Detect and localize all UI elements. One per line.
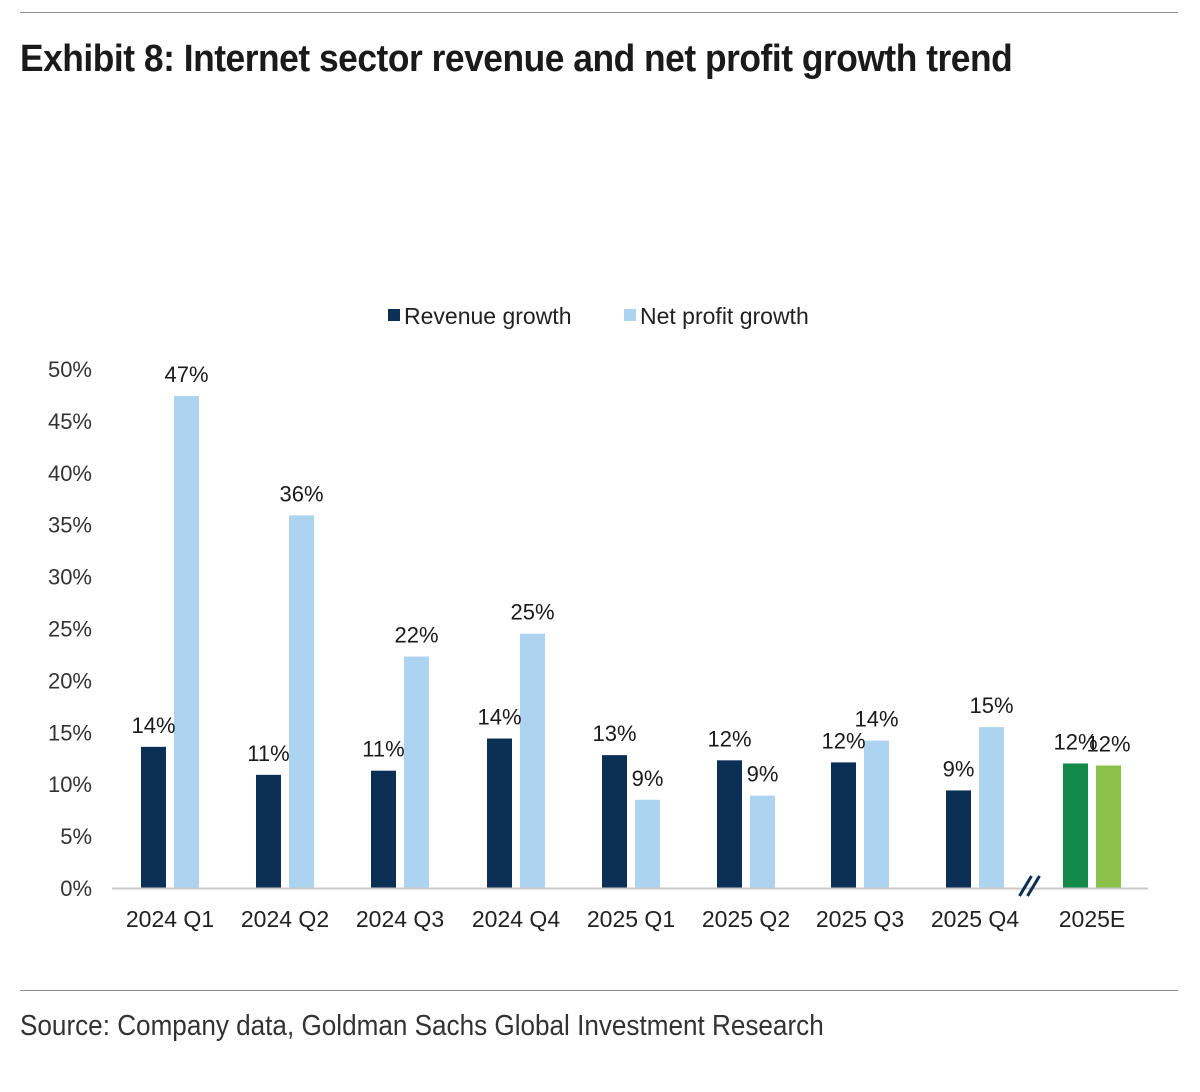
x-category-label: 2024 Q3 bbox=[356, 906, 444, 932]
net-profit-growth-bar bbox=[520, 633, 545, 888]
x-axis: 2024 Q1 2024 Q2 2024 Q3 2024 Q4 2025 Q1 2025 … bbox=[112, 875, 1148, 932]
y-axis: 0% 5% 10% 15% 20% 25% 30% 35% 40% 45% 50% bbox=[48, 357, 92, 901]
bottom-rule bbox=[20, 990, 1178, 991]
y-tick-label: 45% bbox=[48, 409, 92, 434]
y-tick-label: 20% bbox=[48, 668, 92, 693]
top-rule bbox=[20, 12, 1178, 13]
x-category-label: 2025E bbox=[1059, 906, 1126, 932]
net-profit-growth-label: 14% bbox=[854, 707, 898, 732]
x-category-label: 2024 Q2 bbox=[241, 906, 329, 932]
y-tick-label: 15% bbox=[48, 720, 92, 745]
net-profit-growth-bar bbox=[404, 656, 429, 888]
y-tick-label: 25% bbox=[48, 617, 92, 642]
revenue-growth-label: 14% bbox=[131, 713, 175, 738]
legend-revenue-growth-label: Revenue growth bbox=[404, 303, 572, 329]
revenue-growth-bar bbox=[1063, 763, 1088, 888]
bars bbox=[141, 395, 1121, 888]
y-tick-label: 50% bbox=[48, 357, 92, 382]
data-labels: 14%47%11%36%11%22%14%25%13%9%12%9%12%14%… bbox=[131, 362, 1130, 791]
net-profit-growth-label: 15% bbox=[969, 693, 1013, 718]
legend-net-profit-growth-label: Net profit growth bbox=[640, 303, 809, 329]
y-tick-label: 10% bbox=[48, 772, 92, 797]
revenue-growth-bar bbox=[487, 738, 512, 888]
revenue-growth-label: 11% bbox=[362, 737, 404, 762]
net-profit-growth-label: 12% bbox=[1086, 732, 1130, 757]
net-profit-growth-bar bbox=[979, 727, 1004, 888]
x-category-label: 2025 Q1 bbox=[587, 906, 675, 932]
x-category-label: 2025 Q4 bbox=[931, 906, 1019, 932]
revenue-growth-bar bbox=[141, 746, 166, 888]
net-profit-growth-label: 47% bbox=[164, 362, 208, 387]
revenue-growth-bar bbox=[946, 790, 971, 888]
revenue-growth-label: 14% bbox=[477, 705, 521, 730]
revenue-growth-label: 11% bbox=[247, 741, 289, 766]
net-profit-growth-label: 9% bbox=[747, 762, 779, 787]
chart-title: Exhibit 8: Internet sector revenue and n… bbox=[20, 38, 1013, 80]
revenue-growth-label: 12% bbox=[707, 726, 751, 751]
net-profit-growth-label: 25% bbox=[510, 600, 554, 625]
legend-net-profit-growth-swatch bbox=[624, 309, 636, 321]
y-tick-label: 30% bbox=[48, 565, 92, 590]
net-profit-growth-label: 9% bbox=[632, 766, 664, 791]
source-note: Source: Company data, Goldman Sachs Glob… bbox=[20, 1010, 824, 1042]
revenue-growth-label: 13% bbox=[592, 721, 636, 746]
x-category-label: 2024 Q4 bbox=[472, 906, 560, 932]
revenue-growth-label: 9% bbox=[943, 756, 975, 781]
revenue-growth-bar bbox=[717, 760, 742, 888]
axis-break-mark bbox=[1018, 875, 1033, 897]
revenue-growth-label: 12% bbox=[821, 728, 865, 753]
y-tick-label: 5% bbox=[60, 824, 92, 849]
revenue-growth-bar bbox=[256, 774, 281, 888]
revenue-growth-label: 12% bbox=[1053, 729, 1097, 754]
bar-chart: Revenue growth Net profit growth 0% 5% 10% 1… bbox=[48, 303, 1148, 932]
legend-revenue-growth-swatch bbox=[388, 309, 400, 321]
net-profit-growth-bar bbox=[750, 795, 775, 888]
revenue-growth-bar bbox=[831, 762, 856, 888]
net-profit-growth-bar bbox=[289, 515, 314, 888]
net-profit-growth-bar bbox=[635, 799, 660, 888]
net-profit-growth-bar bbox=[864, 740, 889, 888]
y-tick-label: 0% bbox=[60, 876, 92, 901]
axis-break-mark bbox=[1026, 875, 1041, 897]
y-tick-label: 35% bbox=[48, 513, 92, 538]
y-tick-label: 40% bbox=[48, 461, 92, 486]
net-profit-growth-label: 22% bbox=[394, 623, 438, 648]
revenue-growth-bar bbox=[371, 770, 396, 888]
x-category-label: 2024 Q1 bbox=[126, 906, 214, 932]
x-category-label: 2025 Q3 bbox=[816, 906, 904, 932]
net-profit-growth-bar bbox=[174, 395, 199, 888]
net-profit-growth-bar bbox=[1096, 765, 1121, 888]
revenue-growth-bar bbox=[602, 755, 627, 888]
chart-legend: Revenue growth Net profit growth bbox=[388, 303, 809, 329]
net-profit-growth-label: 36% bbox=[279, 481, 323, 506]
x-category-label: 2025 Q2 bbox=[702, 906, 790, 932]
